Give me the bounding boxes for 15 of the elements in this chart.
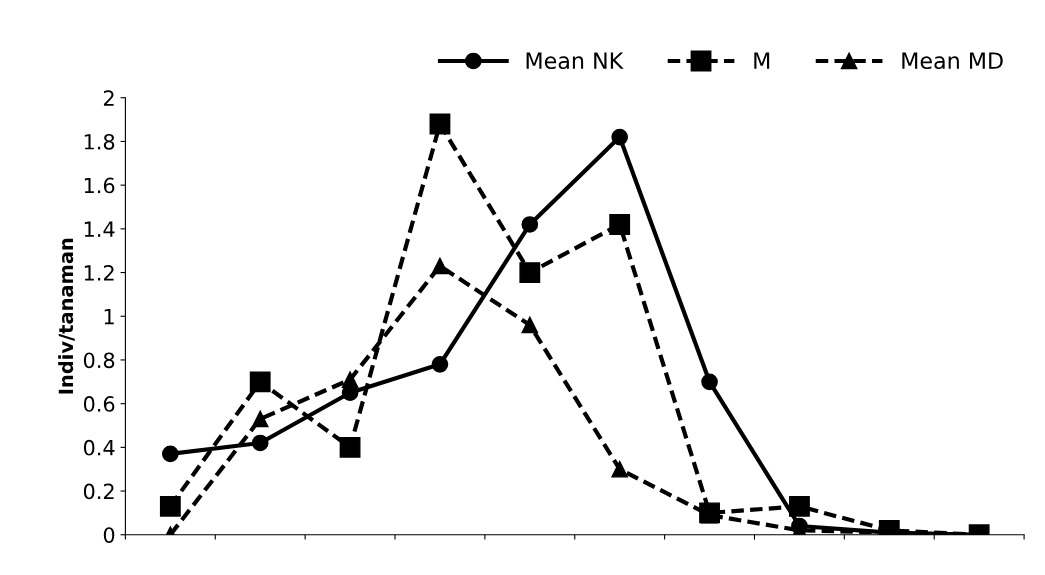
y-tick-label: 0 [103,527,115,543]
legend-label: Mean NK [526,52,624,70]
y-tick-label: 0.8 [83,352,115,369]
y-tick-label: 1.4 [84,221,115,237]
y-tick-label: 1 [104,308,114,325]
y-axis-title: Indiv/tanaman [58,238,75,394]
y-tick-label: 0.2 [83,483,114,500]
legend-label: M [754,52,770,69]
y-tick-label: 1.6 [84,177,115,194]
y-tick-label: 1.2 [84,265,114,281]
y-tick-label: 1.8 [84,133,115,150]
legend-label: Mean MD [902,52,1003,70]
y-tick-label: 2 [103,90,114,106]
y-tick-label: 0.4 [83,439,115,456]
y-tick-label: 0.6 [83,396,115,412]
